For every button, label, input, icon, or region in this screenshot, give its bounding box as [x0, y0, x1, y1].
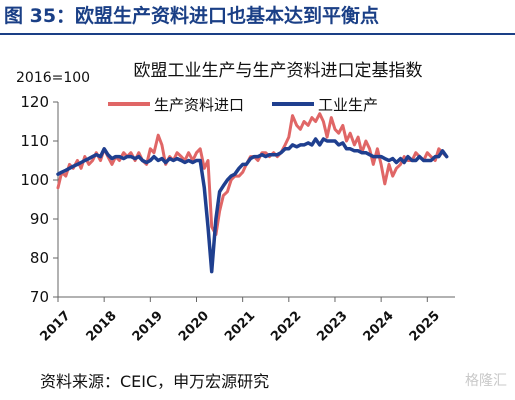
- legend-label-2: 工业生产: [318, 96, 378, 114]
- source-note: 资料来源：CEIC，申万宏源研究: [40, 372, 270, 391]
- x-tick-label: 2017: [37, 308, 73, 344]
- figure-title: 图 35：欧盟生产资料进口也基本达到平衡点: [4, 5, 380, 27]
- x-tick-label: 2023: [314, 308, 350, 344]
- legend-label-1: 生产资料进口: [154, 96, 244, 114]
- watermark: 格隆汇: [465, 373, 507, 389]
- x-tick-label: 2020: [176, 308, 212, 344]
- y-tick-label: 100: [20, 171, 49, 189]
- y-tick-label: 120: [20, 93, 49, 111]
- y-tick-label: 70: [30, 288, 49, 306]
- y-tick-label: 90: [30, 210, 49, 228]
- x-tick-label: 2019: [130, 308, 166, 344]
- legend: 生产资料进口 工业生产: [108, 96, 378, 114]
- x-tick-label: 2018: [84, 308, 120, 344]
- x-tick-label: 2024: [361, 308, 397, 344]
- x-tick-label: 2025: [407, 308, 443, 344]
- y-axis-unit: 2016=100: [16, 70, 90, 86]
- series-line-2: [56, 137, 449, 274]
- line-chart: 欧盟工业生产与生产资料进口定基指数 2016=100 生产资料进口 工业生产 70…: [16, 61, 455, 345]
- x-tick-label: 2021: [222, 308, 258, 344]
- y-tick-label: 80: [30, 249, 49, 267]
- axes: 70 80 90 100 110 120 2017 2018 2019 2020 2021 2022 2…: [20, 93, 455, 345]
- chart-title: 欧盟工业生产与生产资料进口定基指数: [134, 61, 423, 81]
- x-tick-label: 2022: [268, 308, 304, 344]
- y-tick-label: 110: [20, 132, 49, 150]
- series-group: [56, 112, 449, 274]
- title-rule: [0, 33, 515, 35]
- series-line-1: [56, 112, 449, 237]
